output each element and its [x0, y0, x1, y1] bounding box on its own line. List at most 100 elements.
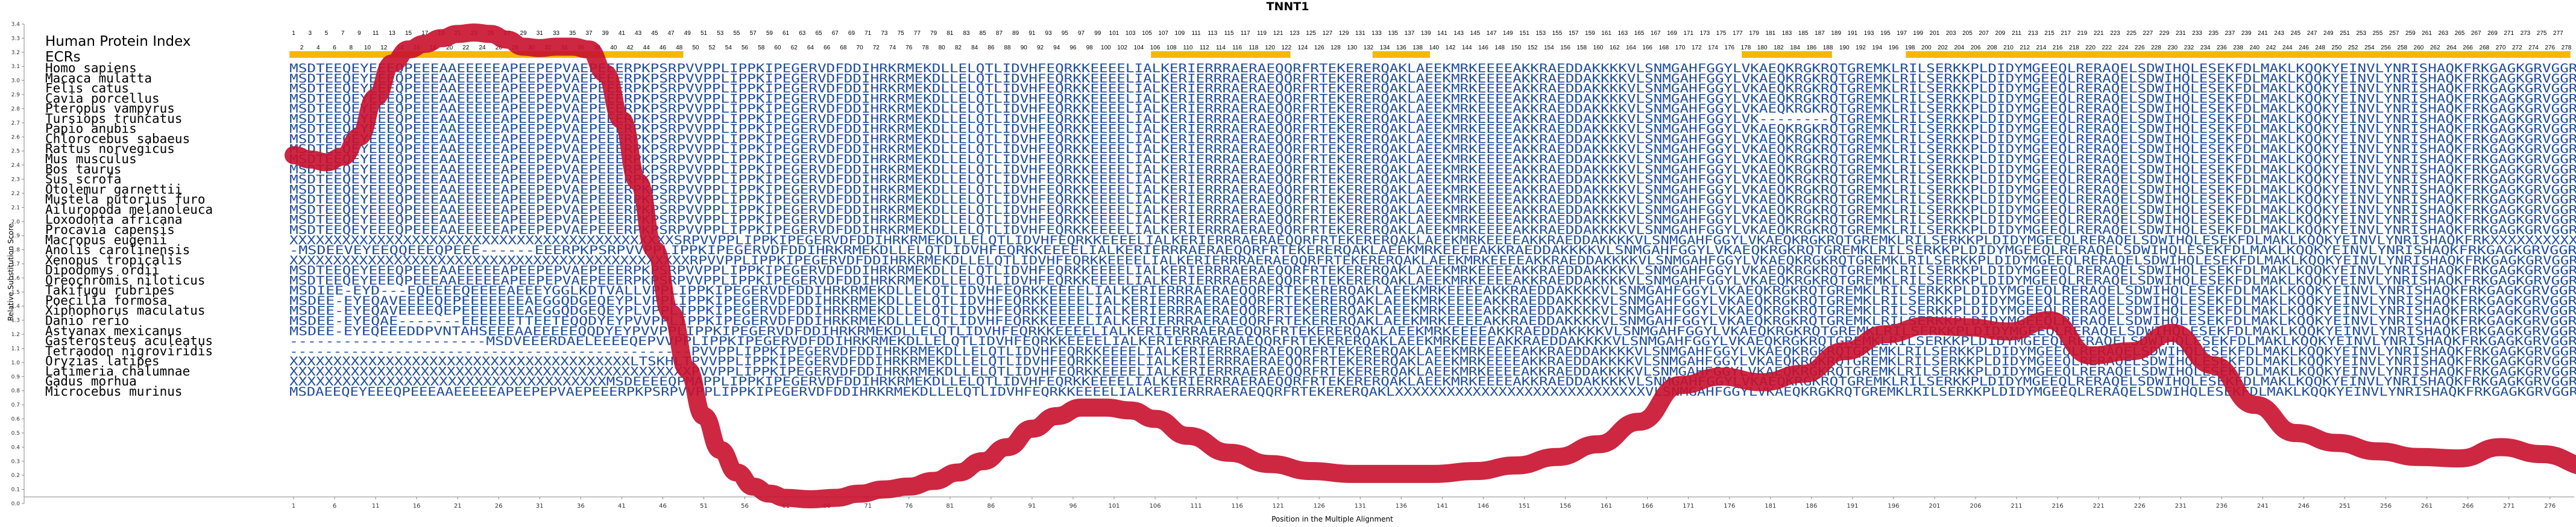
- y-axis: 0.0 0.1 0.2 0.3 0.4 0.5 0.6 0.7 0.8 0.9 1.0 1.1 1.2 1…: [11, 22, 25, 507]
- index-number: 259: [2405, 30, 2416, 37]
- index-number: 200: [1921, 45, 1932, 51]
- index-number: 100: [1101, 45, 1111, 51]
- x-tick-label: 221: [2093, 503, 2105, 510]
- index-number: 270: [2496, 45, 2506, 51]
- index-number: 89: [1012, 30, 1019, 37]
- index-number: 129: [1339, 30, 1349, 37]
- index-number: 238: [2233, 45, 2243, 51]
- x-tick-label: 46: [659, 503, 667, 510]
- sequence-row: MSDTEEQEYEEEQPEEEAAEEEEEAPEEPEPVAEPEEERP…: [289, 223, 2576, 237]
- index-number: 7: [341, 30, 345, 37]
- index-number: 188: [1823, 45, 1833, 51]
- index-number: 182: [1774, 45, 1784, 51]
- index-number: 207: [1979, 30, 1989, 37]
- species-label: Cavia porcellus: [45, 91, 160, 105]
- x-tick-label: 201: [1929, 503, 1940, 510]
- index-number: 277: [2553, 30, 2563, 37]
- x-tick-label: 141: [1437, 503, 1448, 510]
- index-number: 22: [462, 45, 470, 51]
- index-number: 212: [2020, 45, 2030, 51]
- x-tick-label: 166: [1642, 503, 1653, 510]
- x-tick-label: 26: [495, 503, 503, 510]
- index-number: 195: [1880, 30, 1891, 37]
- index-number: 255: [2373, 30, 2383, 37]
- x-tick-label: 21: [454, 503, 462, 510]
- index-number: 250: [2332, 45, 2342, 51]
- index-number: 217: [2061, 30, 2071, 37]
- index-number: 136: [1396, 45, 1406, 51]
- y-tick-label: 1.1: [11, 346, 20, 352]
- index-number: 110: [1183, 45, 1193, 51]
- index-number: 144: [1462, 45, 1472, 51]
- sequence-row: MSDTEEQEYEEEQPEEEAAEEEEEAPEEPEPVAEPEEERP…: [289, 213, 2576, 227]
- y-tick-label: 0.3: [11, 459, 20, 465]
- species-label: Oreochromis niloticus: [45, 273, 206, 287]
- index-number: 40: [610, 45, 617, 51]
- species-label: Xiphophorus maculatus: [45, 304, 206, 318]
- index-number: 84: [971, 45, 978, 51]
- index-number: 247: [2307, 30, 2317, 37]
- index-number: 231: [2176, 30, 2186, 37]
- index-number: 246: [2299, 45, 2309, 51]
- index-number: 3: [308, 30, 312, 37]
- index-number: 154: [1544, 45, 1554, 51]
- species-label: Microcebus murinus: [45, 384, 183, 399]
- x-axis: 1 6 11 16 21 26 31 36 41 46 51 56 61 66 71 76 81 86 91 96 10…: [24, 496, 2574, 510]
- index-number: 201: [1930, 30, 1940, 37]
- index-number: 244: [2282, 45, 2293, 51]
- index-number: 92: [1037, 45, 1044, 51]
- x-tick-label: 101: [1108, 503, 1120, 510]
- index-number: 65: [815, 30, 822, 37]
- species-label: Tetraodon nigroviridis: [45, 344, 213, 358]
- index-number: 214: [2036, 45, 2047, 51]
- index-number: 215: [2044, 30, 2055, 37]
- index-number: 169: [1667, 30, 1677, 37]
- index-number: 263: [2438, 30, 2448, 37]
- index-number: 26: [496, 45, 503, 51]
- x-tick-label: 121: [1273, 503, 1284, 510]
- species-label: Takifugu rubripes: [45, 283, 175, 298]
- sequence-row: MSDEE-EYEQAVEEEEQEPEEEEEEEAEGGQDGEQEYPLV…: [289, 294, 2576, 308]
- index-number: 125: [1306, 30, 1316, 37]
- index-number: 220: [2085, 45, 2096, 51]
- index-number: 15: [405, 30, 412, 37]
- index-number: 10: [364, 45, 371, 51]
- index-number: 48: [676, 45, 683, 51]
- index-number: 107: [1158, 30, 1168, 37]
- species-label: Astyanax mexicanus: [45, 323, 183, 338]
- index-number: 37: [585, 30, 593, 37]
- y-tick-label: 0.7: [11, 402, 20, 408]
- index-number: 167: [1651, 30, 1661, 37]
- index-number: 123: [1290, 30, 1300, 37]
- species-label: Mustela putorius furo: [45, 192, 206, 207]
- x-tick-label: 146: [1478, 503, 1489, 510]
- index-number: 6: [333, 45, 336, 51]
- index-number: 11: [373, 30, 379, 37]
- sequence-row: MSDTEEQEYEEEQPEEEAAEEEEEAPEEPEPVAEPEEERP…: [289, 142, 2576, 156]
- x-tick-label: 256: [2380, 503, 2392, 510]
- x-tick-label: 246: [2298, 503, 2310, 510]
- sequence-row: MSDTEEQEYEEEQPEEEAAEEEEEAPEEPEPVAEPEEERP…: [289, 273, 2576, 287]
- index-number: 197: [1897, 30, 1907, 37]
- index-number: 80: [939, 45, 946, 51]
- index-number: 236: [2217, 45, 2227, 51]
- index-number: 8: [349, 45, 353, 51]
- index-number: 17: [421, 30, 429, 37]
- index-number: 50: [692, 45, 699, 51]
- index-number: 122: [1281, 45, 1291, 51]
- index-number: 83: [963, 30, 970, 37]
- ecr-row-label: ECRs: [45, 49, 81, 65]
- index-number: 219: [2077, 30, 2088, 37]
- index-number: 76: [905, 45, 913, 51]
- index-number: 95: [1062, 30, 1069, 37]
- index-number: 135: [1388, 30, 1398, 37]
- x-tick-label: 206: [1970, 503, 1982, 510]
- index-number: 75: [898, 30, 905, 37]
- index-number: 176: [1724, 45, 1734, 51]
- species-label: Danio rerio: [45, 314, 129, 328]
- index-number: 273: [2521, 30, 2531, 37]
- index-number: 157: [1569, 30, 1579, 37]
- index-number: 1: [292, 30, 295, 37]
- index-number: 248: [2315, 45, 2325, 51]
- index-number: 183: [1782, 30, 1792, 37]
